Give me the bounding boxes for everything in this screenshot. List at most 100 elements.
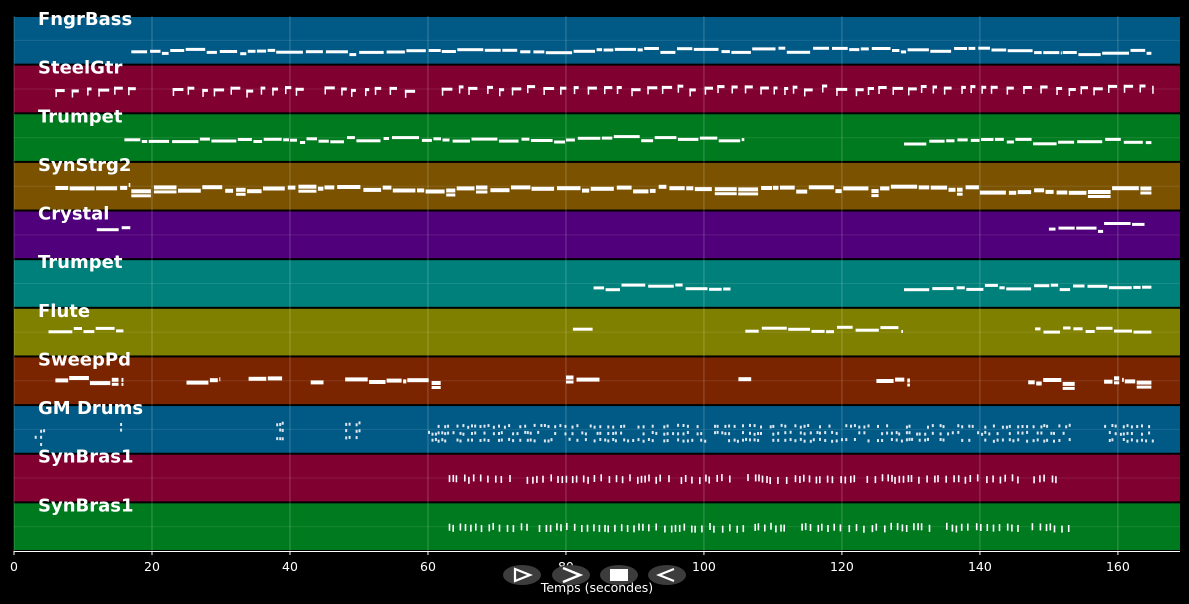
note-mark <box>604 438 607 442</box>
note-mark <box>587 476 589 484</box>
note-mark <box>573 49 595 53</box>
note-mark <box>96 228 119 232</box>
note-mark <box>801 523 803 531</box>
note-mark <box>521 137 530 141</box>
note-mark <box>992 475 994 483</box>
play-button[interactable] <box>503 565 541 585</box>
note-mark <box>351 88 356 92</box>
note-mark <box>898 432 901 436</box>
note-mark <box>1085 330 1095 333</box>
note-mark <box>1053 431 1055 435</box>
note-mark <box>531 186 555 191</box>
note-mark <box>901 330 903 333</box>
note-mark <box>803 432 806 436</box>
note-mark <box>833 523 835 531</box>
note-mark <box>784 438 787 442</box>
note-mark <box>508 437 511 441</box>
note-mark <box>407 378 429 383</box>
note-mark <box>185 47 206 51</box>
note-mark <box>1021 431 1024 435</box>
note-mark <box>817 524 820 532</box>
note-mark <box>770 522 772 530</box>
note-mark <box>918 438 921 442</box>
forward-button[interactable] <box>552 565 590 585</box>
note-mark <box>492 522 494 530</box>
note-mark <box>584 438 587 442</box>
note-mark <box>566 523 568 530</box>
note-mark <box>1068 190 1087 195</box>
note-mark <box>487 85 489 94</box>
note-mark <box>351 88 353 97</box>
note-mark <box>1136 380 1152 385</box>
note-mark <box>761 186 772 190</box>
note-mark <box>267 48 276 52</box>
note-mark <box>246 89 254 93</box>
note-mark <box>729 524 731 532</box>
note-mark <box>881 474 884 482</box>
track-notes-group <box>55 375 1152 390</box>
note-mark <box>557 476 559 483</box>
note-mark <box>141 140 148 143</box>
note-mark <box>55 186 69 190</box>
note-mark <box>406 49 426 53</box>
note-mark <box>587 86 590 95</box>
note-mark <box>545 51 573 55</box>
note-mark <box>475 523 477 531</box>
note-mark <box>543 439 546 443</box>
note-mark <box>1043 51 1060 55</box>
note-mark <box>655 523 657 531</box>
note-mark <box>434 432 437 436</box>
note-mark <box>721 525 724 533</box>
note-mark <box>809 431 812 435</box>
back-button[interactable] <box>648 565 686 585</box>
note-mark <box>1058 140 1075 144</box>
note-mark <box>996 438 999 442</box>
note-mark <box>1093 87 1103 91</box>
note-mark <box>1141 432 1143 436</box>
note-mark <box>777 438 780 442</box>
note-mark <box>403 379 407 384</box>
note-mark <box>1065 425 1068 429</box>
note-mark <box>836 87 838 96</box>
note-mark <box>895 431 898 435</box>
note-mark <box>1108 84 1110 93</box>
note-mark <box>680 477 683 484</box>
note-mark <box>310 380 324 385</box>
note-mark <box>926 475 928 483</box>
playback-controls[interactable] <box>503 565 686 585</box>
note-mark <box>876 379 894 383</box>
stop-button[interactable] <box>600 565 638 585</box>
note-mark <box>784 424 787 428</box>
note-mark <box>1040 85 1048 89</box>
note-mark <box>487 85 493 89</box>
note-mark <box>976 474 979 482</box>
note-mark <box>971 424 974 428</box>
note-mark <box>593 475 596 482</box>
note-mark <box>148 139 170 143</box>
note-mark <box>604 524 606 532</box>
note-mark <box>773 86 775 95</box>
note-mark <box>538 525 541 532</box>
note-mark <box>1008 424 1011 428</box>
note-mark <box>644 475 646 483</box>
note-mark <box>1006 86 1014 90</box>
note-mark <box>260 86 266 90</box>
note-mark <box>937 475 939 483</box>
note-mark <box>1141 424 1143 428</box>
note-mark <box>778 46 786 50</box>
note-mark <box>855 328 879 332</box>
note-mark <box>1063 326 1071 330</box>
note-mark <box>317 186 324 191</box>
note-mark <box>536 475 538 483</box>
note-mark <box>150 49 161 53</box>
note-mark <box>1026 430 1029 434</box>
note-mark <box>389 86 397 90</box>
note-mark <box>677 137 699 141</box>
note-mark <box>530 139 553 142</box>
note-mark <box>638 523 640 531</box>
note-mark <box>431 386 441 389</box>
note-mark <box>1123 140 1143 144</box>
note-mark <box>590 186 614 191</box>
note-mark <box>789 430 792 434</box>
note-mark <box>1008 432 1011 436</box>
